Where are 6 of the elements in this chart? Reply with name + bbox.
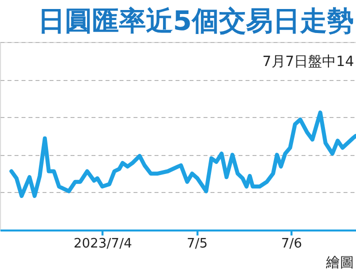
chart-title: 日圓匯率近5個交易日走勢 [38,6,354,37]
x-tick-label: 2023/7/4 [74,236,132,252]
text: 繪圖 [325,255,354,271]
x-tick-label: 7/5 [186,236,208,252]
x-tick-label: 7/6 [281,236,302,252]
chart-subtitle: 7月7日盤中14 [262,54,354,70]
